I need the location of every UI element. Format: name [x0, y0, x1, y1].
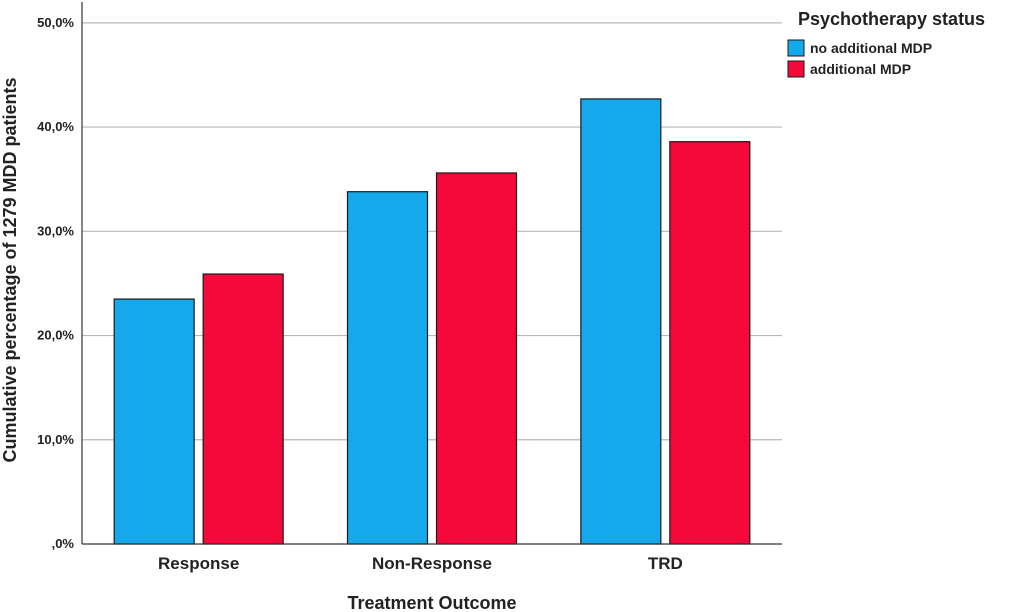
- axes: [81, 2, 782, 545]
- y-tick-label: 10,0%: [37, 432, 74, 447]
- y-tick-label: 30,0%: [37, 223, 74, 238]
- x-axis-title: Treatment Outcome: [347, 593, 516, 612]
- y-tick-label: ,0%: [52, 536, 75, 551]
- x-category-labels: Response Non-Response TRD: [158, 554, 683, 573]
- x-category-label: Non-Response: [372, 554, 492, 573]
- bars: [113, 98, 751, 545]
- x-category-label: TRD: [648, 554, 683, 573]
- y-tick-label: 50,0%: [37, 15, 74, 30]
- bar-non-response-series-2: [435, 172, 518, 545]
- legend-items: no additional MDP additional MDP: [787, 39, 932, 78]
- bar-non-response-series-1: [346, 191, 429, 545]
- y-tick-label: 40,0%: [37, 119, 74, 134]
- x-category-label: Response: [158, 554, 239, 573]
- legend-label: no additional MDP: [810, 40, 932, 56]
- legend-title: Psychotherapy status: [798, 9, 985, 29]
- legend: Psychotherapy status no additional MDP ad…: [787, 9, 985, 78]
- gridlines: [82, 22, 782, 441]
- bar-response-series-1: [113, 298, 195, 545]
- bar-trd-series-2: [669, 141, 751, 545]
- bar-response-series-2: [202, 273, 284, 545]
- legend-swatch: [787, 60, 805, 78]
- legend-label: additional MDP: [810, 61, 911, 77]
- y-tick-label: 20,0%: [37, 328, 74, 343]
- legend-swatch: [787, 39, 805, 57]
- y-tick-labels: ,0% 10,0% 20,0% 30,0% 40,0% 50,0%: [37, 15, 74, 551]
- bar-trd-series-1: [580, 98, 662, 545]
- y-axis-title: Cumulative percentage of 1279 MDD patien…: [0, 77, 20, 462]
